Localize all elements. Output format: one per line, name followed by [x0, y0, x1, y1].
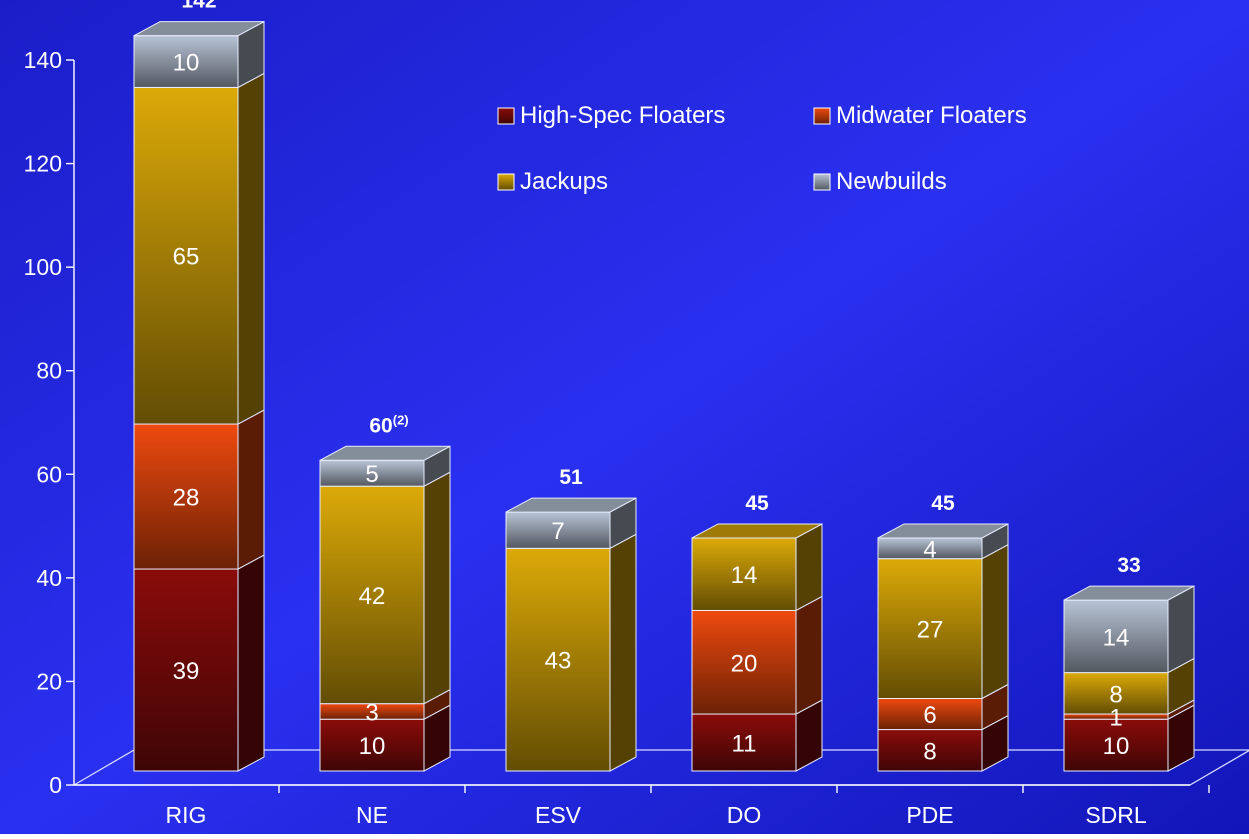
- y-tick-label: 20: [36, 668, 62, 694]
- bars: [133, 20, 1195, 772]
- bar-top-face: [691, 523, 823, 539]
- value-labels: 3928651014210342560(2)437511120144586274…: [173, 0, 1141, 765]
- segment-label: 4: [923, 536, 936, 563]
- total-footnote: (2): [393, 412, 409, 427]
- total-label: 142: [181, 0, 216, 13]
- y-tick-label: 80: [36, 358, 62, 384]
- y-tick-label: 60: [36, 461, 62, 487]
- bar-segment-side: [1167, 585, 1195, 674]
- total-label: 45: [931, 492, 955, 515]
- bar-segment-front: [505, 511, 611, 549]
- y-tick-label: 140: [24, 47, 62, 73]
- segment-label: 8: [1109, 681, 1122, 708]
- legend: High-Spec Floaters Midwater Floaters Jacku…: [497, 102, 1027, 195]
- segment-label: 10: [359, 733, 386, 760]
- legend-swatch: [813, 173, 831, 191]
- bar-segment-side: [795, 523, 823, 612]
- total-label: 60(2): [369, 412, 408, 437]
- bar-segment-side: [609, 533, 637, 772]
- legend-label: Jackups: [520, 168, 608, 195]
- x-tick-label: RIG: [166, 802, 207, 828]
- segment-label: 6: [923, 702, 936, 729]
- bar-segment-side: [237, 409, 265, 570]
- bar-segment-front: [133, 568, 239, 772]
- bar-top-face: [133, 21, 265, 37]
- bar-segment-front: [319, 485, 425, 705]
- legend-label: Midwater Floaters: [836, 102, 1027, 129]
- y-tick-label: 0: [49, 772, 62, 798]
- segment-label: 14: [731, 562, 758, 589]
- bar-segment-side: [423, 471, 451, 705]
- legend-label: Newbuilds: [836, 168, 947, 195]
- total-label: 45: [745, 492, 769, 515]
- legend-swatch: [497, 107, 515, 125]
- y-tick-label: 100: [24, 254, 62, 280]
- legend-swatch: [497, 173, 515, 191]
- segment-label: 10: [1103, 733, 1130, 760]
- segment-label: 27: [917, 617, 944, 644]
- y-tick-label: 120: [24, 151, 62, 177]
- bar-segment-front: [1063, 599, 1169, 674]
- bar-segment-side: [237, 554, 265, 772]
- total-label: 33: [1117, 554, 1140, 577]
- legend-swatch: [813, 107, 831, 125]
- segment-label: 42: [359, 583, 386, 610]
- x-tick-label: PDE: [906, 802, 953, 828]
- bar-segment-front: [133, 86, 239, 425]
- segment-label: 39: [173, 658, 200, 685]
- bar-top-face: [319, 445, 451, 461]
- segment-label: 5: [365, 461, 378, 488]
- legend-label: High-Spec Floaters: [520, 102, 725, 129]
- total-label: 51: [559, 466, 583, 489]
- bar-segment-front: [691, 713, 797, 772]
- bar-segment-side: [237, 72, 265, 425]
- bar-top-face: [505, 497, 637, 513]
- segment-label: 28: [173, 485, 200, 512]
- bar-top-face: [1063, 585, 1195, 601]
- bar-segment-side: [795, 595, 823, 715]
- bar-segment-front: [691, 609, 797, 715]
- bar-segment-front: [505, 547, 611, 772]
- segment-label: 10: [173, 50, 200, 77]
- segment-label: 8: [923, 738, 936, 765]
- x-tick-label: SDRL: [1085, 802, 1147, 828]
- bar-segment-front: [1063, 718, 1169, 772]
- x-tick-label: DO: [727, 802, 762, 828]
- bar-segment-side: [981, 543, 1009, 700]
- y-tick-label: 40: [36, 565, 62, 591]
- segment-label: 14: [1103, 624, 1130, 651]
- bar-top-face: [877, 523, 1009, 539]
- segment-label: 43: [545, 648, 572, 675]
- segment-label: 20: [731, 650, 758, 677]
- segment-label: 65: [173, 244, 200, 271]
- segment-label: 1: [1109, 705, 1122, 732]
- x-tick-label: NE: [356, 802, 388, 828]
- bar-segment-front: [133, 35, 239, 88]
- bar-segment-front: [877, 558, 983, 700]
- segment-label: 3: [365, 699, 378, 726]
- segment-label: 11: [732, 731, 757, 758]
- bar-segment-front: [691, 537, 797, 611]
- bar-segment-front: [877, 698, 983, 731]
- segment-label: 7: [551, 518, 564, 545]
- x-tick-label: ESV: [535, 802, 582, 828]
